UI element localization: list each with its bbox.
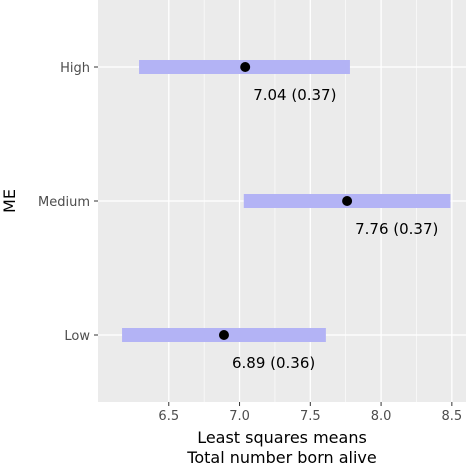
y-axis: High Medium Low — [38, 61, 98, 344]
data-label-high: 7.04 (0.37) — [253, 86, 336, 104]
x-tick-label: 7.0 — [229, 409, 250, 424]
estimate-points — [218, 62, 353, 340]
data-label-low: 6.89 (0.36) — [232, 354, 315, 372]
y-tick-label: Medium — [38, 195, 90, 210]
y-tick-label: Low — [64, 329, 90, 344]
x-axis: 6.5 7.0 7.5 8.0 8.5 — [158, 402, 462, 424]
y-tick-label: High — [60, 61, 90, 76]
point-medium — [342, 196, 353, 206]
x-axis-title-line2: Total number born alive — [186, 448, 376, 467]
y-axis-title: ME — [0, 189, 19, 213]
point-low — [218, 330, 229, 340]
x-tick-label: 7.5 — [300, 409, 321, 424]
data-label-medium: 7.76 (0.37) — [355, 220, 438, 238]
x-tick-label: 8.0 — [371, 409, 392, 424]
x-tick-label: 8.5 — [442, 409, 463, 424]
point-high — [240, 62, 251, 72]
x-tick-label: 6.5 — [158, 409, 179, 424]
x-axis-title-line1: Least squares means — [197, 428, 367, 447]
data-labels: 7.04 (0.37) 7.76 (0.37) 6.89 (0.36) — [232, 86, 438, 372]
